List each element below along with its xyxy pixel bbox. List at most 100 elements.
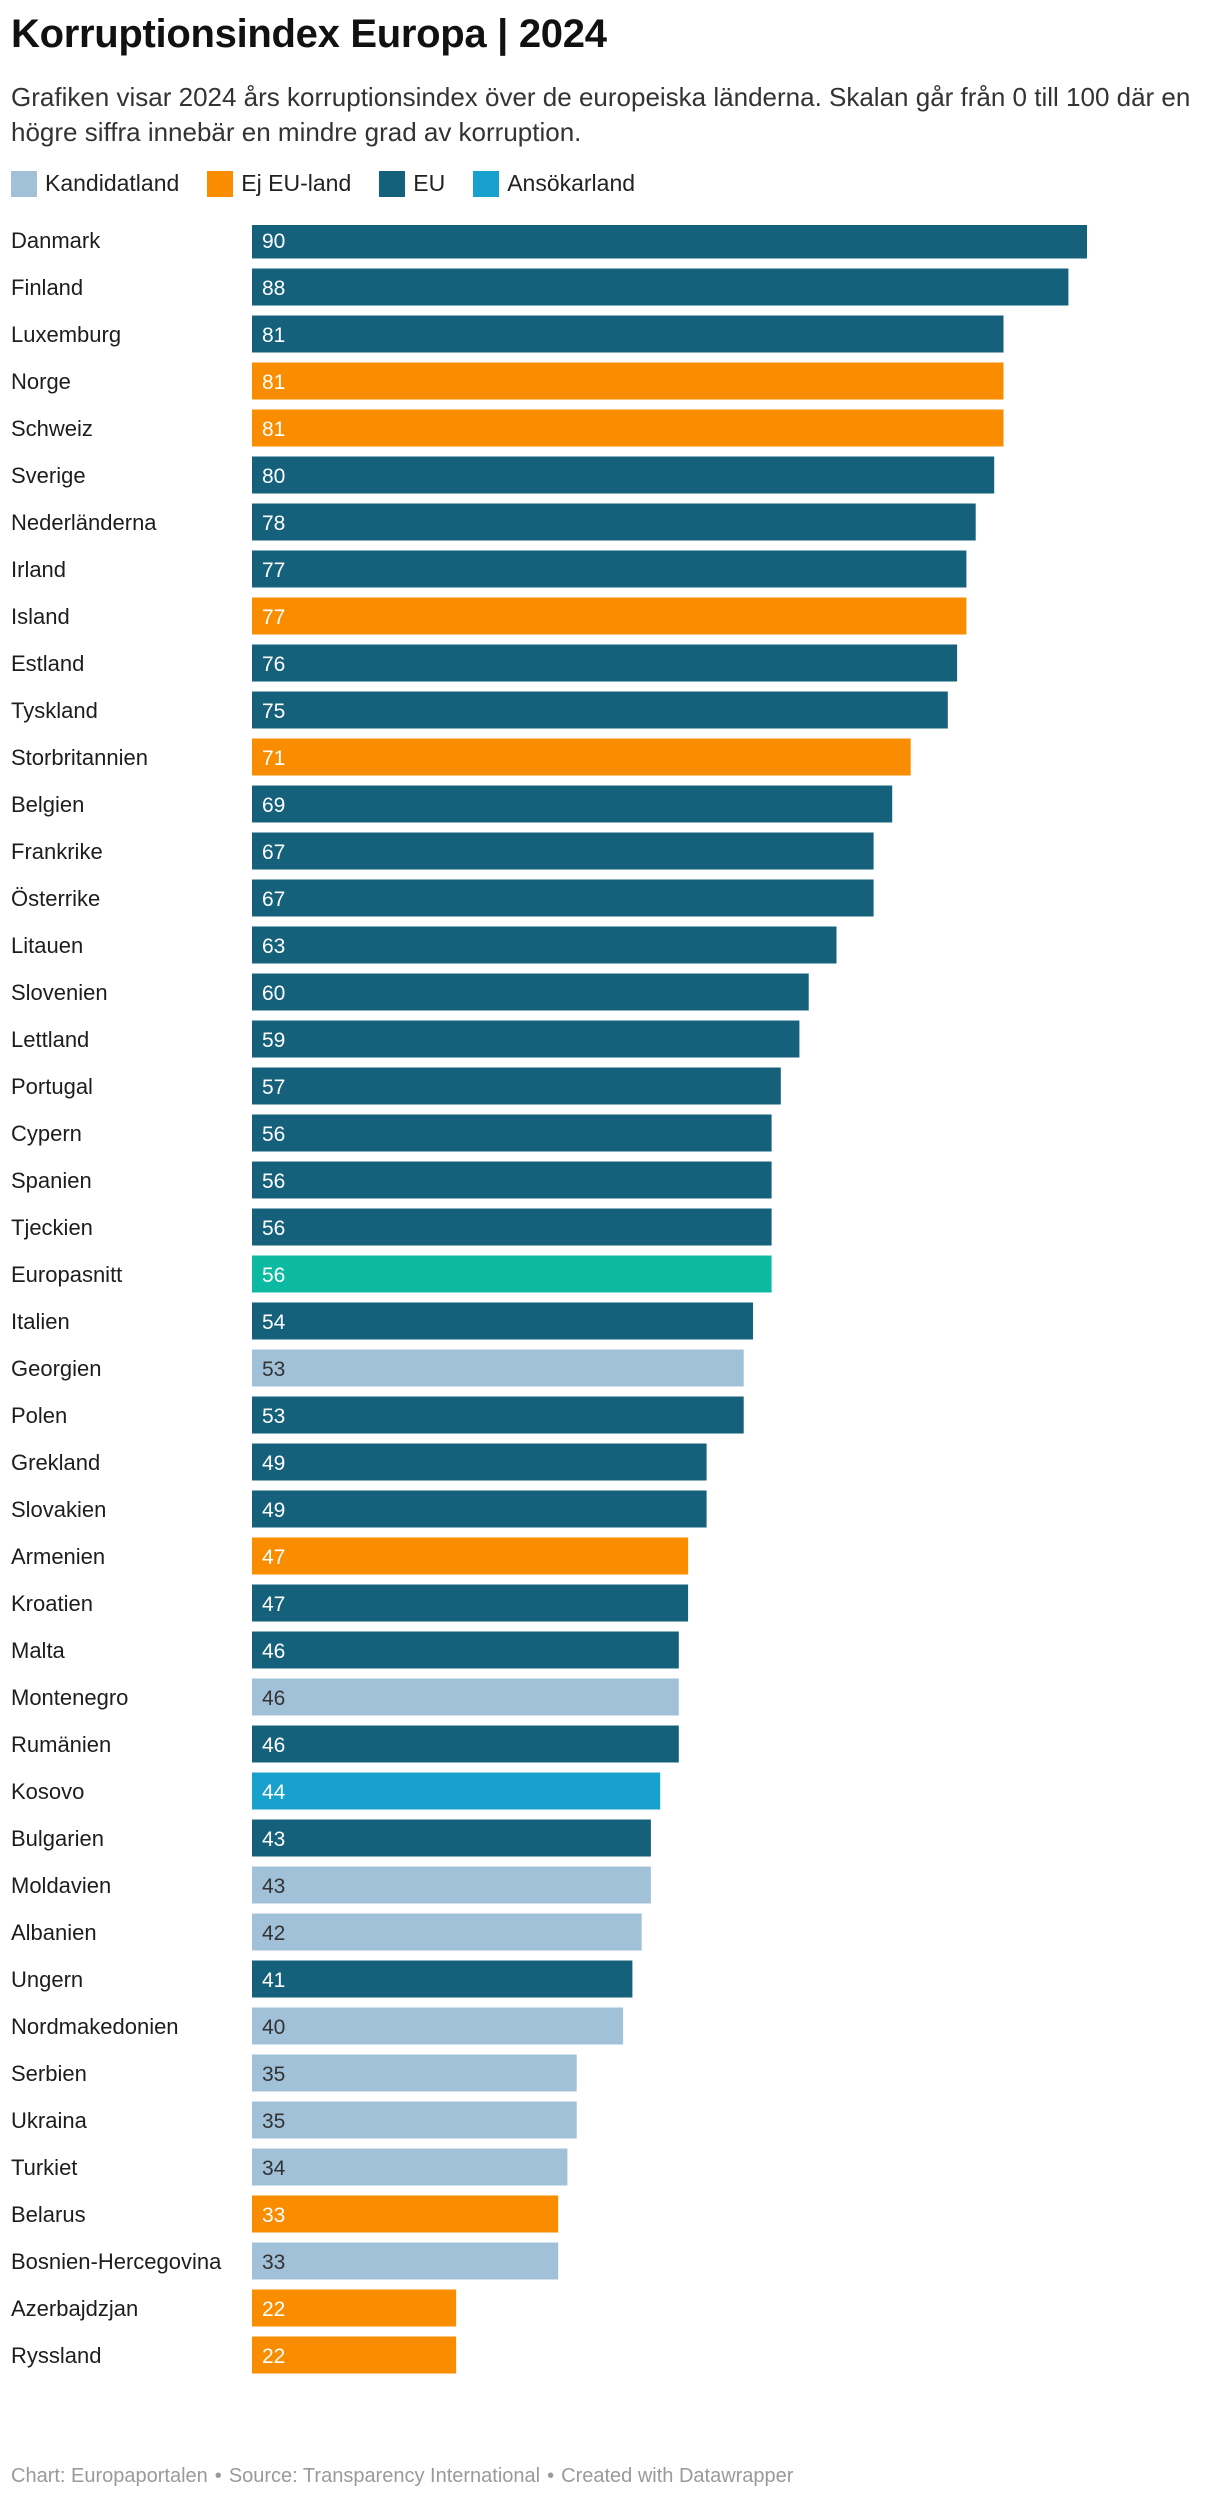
value-label-armenien: 47 [262,1546,285,1569]
value-label-slovenien: 60 [262,982,285,1005]
category-label-ungern: Ungern [11,1967,83,1992]
category-label-norge: Norge [11,369,71,394]
value-label-danmark: 90 [262,230,285,253]
bar-finland [252,268,1069,306]
value-label-spanien: 56 [262,1170,285,1193]
legend-label-kandidatland: Kandidatland [45,170,180,196]
category-label-tjeckien: Tjeckien [11,1215,93,1240]
bar-belarus [252,2195,559,2233]
footer-created: Created with Datawrapper [561,2465,794,2487]
value-label-finland: 88 [262,277,285,300]
legend-item-ej-eu-land: Ej EU-land [207,170,351,197]
category-label-luxemburg: Luxemburg [11,322,121,347]
bar-estland [252,644,958,682]
value-label-ryssland: 22 [262,2345,285,2368]
category-label-nederlanderna: Nederländerna [11,510,157,535]
category-label-bulgarien: Bulgarien [11,1826,104,1851]
bar-luxemburg [252,315,1004,353]
bar-serbien [252,2054,577,2092]
bar-montenegro [252,1678,679,1716]
chart-subtitle: Grafiken visar 2024 års korruptionsindex… [11,82,1191,147]
category-label-irland: Irland [11,557,66,582]
value-label-bosnien-hercegovina: 33 [262,2251,285,2274]
category-label-europasnitt: Europasnitt [11,1262,122,1287]
category-label-nordmakedonien: Nordmakedonien [11,2014,179,2039]
bar-chart: Danmark 90 Finland 88 Luxemburg 81 Norge 81 Schw… [11,225,1087,2374]
category-label-azerbajdzjan: Azerbajdzjan [11,2296,138,2321]
category-label-georgien: Georgien [11,1356,102,1381]
bar-osterrike [252,879,874,917]
value-label-osterrike: 67 [262,888,285,911]
value-label-serbien: 35 [262,2063,285,2086]
category-label-polen: Polen [11,1403,67,1428]
value-label-tjeckien: 56 [262,1217,285,1240]
bar-lettland [252,1020,800,1058]
value-label-lettland: 59 [262,1029,285,1052]
footer-separator: • [547,2465,555,2487]
legend-item-eu: EU [379,170,445,197]
category-label-ukraina: Ukraina [11,2108,88,2133]
category-label-osterrike: Österrike [11,886,100,911]
category-label-slovakien: Slovakien [11,1497,106,1522]
category-label-kroatien: Kroatien [11,1591,93,1616]
category-label-malta: Malta [11,1638,66,1663]
category-label-tyskland: Tyskland [11,698,98,723]
legend: Kandidatland Ej EU-land EU Ansökarland [11,170,663,197]
bar-portugal [252,1067,781,1105]
category-label-portugal: Portugal [11,1074,93,1099]
bar-bulgarien [252,1819,651,1857]
category-label-lettland: Lettland [11,1027,89,1052]
bar-europasnitt [252,1255,772,1293]
bar-belgien [252,785,893,823]
value-label-kosovo: 44 [262,1781,286,1804]
bar-island [252,597,967,635]
bar-italien [252,1302,753,1340]
bar-frankrike [252,832,874,870]
bar-norge [252,362,1004,400]
value-label-luxemburg: 81 [262,324,285,347]
value-label-frankrike: 67 [262,841,285,864]
footer-separator: • [214,2465,222,2487]
category-label-belarus: Belarus [11,2202,86,2227]
bar-sverige [252,456,995,494]
category-label-cypern: Cypern [11,1121,82,1146]
category-label-frankrike: Frankrike [11,839,103,864]
value-label-georgien: 53 [262,1358,285,1381]
bar-schweiz [252,409,1004,447]
bar-polen [252,1396,744,1434]
legend-swatch-ansokarland [473,170,500,197]
bar-albanien [252,1913,642,1951]
category-label-albanien: Albanien [11,1920,97,1945]
value-label-litauen: 63 [262,935,285,958]
bar-slovakien [252,1490,707,1528]
bar-cypern [252,1114,772,1152]
category-label-danmark: Danmark [11,228,101,253]
category-label-armenien: Armenien [11,1544,105,1569]
value-label-rumanien: 46 [262,1734,285,1757]
bar-spanien [252,1161,772,1199]
value-label-bulgarien: 43 [262,1828,285,1851]
category-label-litauen: Litauen [11,933,83,958]
value-label-tyskland: 75 [262,700,285,723]
bar-grekland [252,1443,707,1481]
bar-turkiet [252,2148,568,2186]
bar-danmark [252,225,1087,259]
value-label-grekland: 49 [262,1452,285,1475]
footer-credit: Chart: Europaportalen [11,2465,208,2487]
bar-moldavien [252,1866,651,1904]
bar-kosovo [252,1772,661,1810]
legend-label-ej-eu-land: Ej EU-land [241,170,352,196]
bar-slovenien [252,973,809,1011]
bar-nederlanderna [252,503,976,541]
value-label-moldavien: 43 [262,1875,285,1898]
value-label-portugal: 57 [262,1076,285,1099]
bar-litauen [252,926,837,964]
bar-ryssland [252,2336,457,2374]
bar-rumanien [252,1725,679,1763]
value-label-polen: 53 [262,1405,285,1428]
chart-title: Korruptionsindex Europa | 2024 [11,12,607,56]
bar-tjeckien [252,1208,772,1246]
value-label-slovakien: 49 [262,1499,285,1522]
category-label-schweiz: Schweiz [11,416,93,441]
category-label-slovenien: Slovenien [11,980,108,1005]
